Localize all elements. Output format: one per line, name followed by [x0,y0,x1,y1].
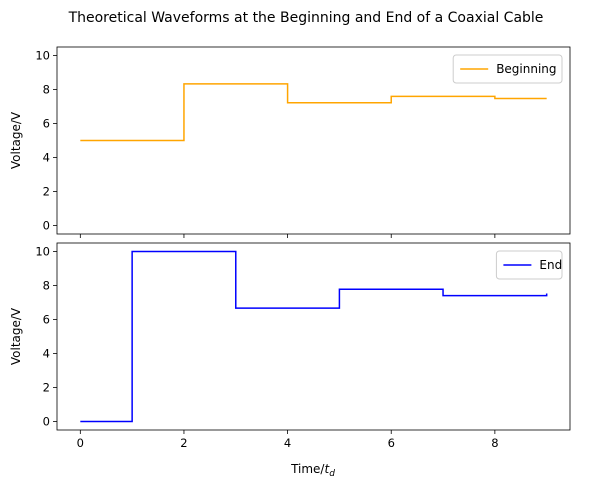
series-line-beginning [80,83,547,142]
y-tick-label: 6 [43,313,50,327]
axes-frame [56,46,571,235]
axes-frame [56,242,571,431]
x-tick-label: 4 [284,436,291,450]
y-tick-label: 2 [43,381,50,395]
y-axis-label: Voltage/V [9,307,23,365]
y-tick-label: 8 [43,279,50,293]
y-tick-label: 4 [43,347,50,361]
legend-label: End [539,258,562,272]
x-tick-label: 0 [77,436,84,450]
y-tick-label: 0 [43,219,50,233]
x-tick-label: 2 [180,436,187,450]
x-axis-label: Time/td [290,462,335,479]
y-tick-label: 4 [43,151,50,165]
y-tick-label: 8 [43,83,50,97]
y-tick-label: 6 [43,117,50,131]
y-tick-label: 0 [43,415,50,429]
y-tick-label: 10 [35,245,50,259]
series-line-end [80,250,548,423]
subplot-end: 0 2 4 6 8 10 0 2 4 6 8 Voltage/V End [9,242,571,450]
legend-label: Beginning [496,62,556,76]
x-tick-label: 8 [491,436,498,450]
legend-box [452,54,563,84]
y-tick-label: 10 [35,49,50,63]
chart-title: Theoretical Waveforms at the Beginning a… [68,10,544,26]
y-tick-label: 2 [43,185,50,199]
x-tick-label: 6 [388,436,395,450]
y-axis-label: Voltage/V [9,111,23,169]
subplot-beginning: 0 2 4 6 8 10 Voltage/V Beginning [9,46,571,238]
